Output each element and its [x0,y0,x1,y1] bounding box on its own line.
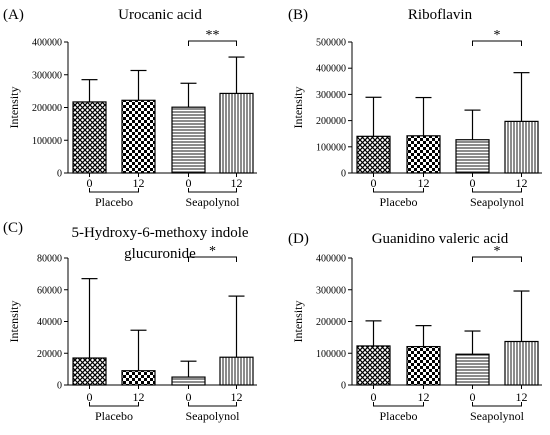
group-label: Placebo [95,409,133,423]
y-tick-label: 300000 [316,285,346,296]
bar [121,99,156,174]
panel-2: (B) Riboflavin 0 100000 200000 300000 400000 50… [288,7,542,209]
group-label: Placebo [95,195,133,209]
y-tick-label: 0 [341,381,346,392]
panel-label: (C) [3,220,23,236]
x-tick-label: 0 [470,176,476,190]
y-tick-label: 200000 [316,116,346,127]
bar [219,92,254,174]
significance-bracket [188,256,237,262]
y-tick-label: 300000 [32,70,62,81]
significance-marker: ** [206,28,220,43]
bar [455,353,490,386]
significance-marker: * [494,28,501,43]
y-tick-label: 0 [341,169,346,180]
x-tick-label: 12 [516,390,528,404]
significance-marker: * [209,244,216,259]
significance-bracket [188,40,237,46]
panel-4: (D) Guanidino valeric acid 0 100000 200000 30… [288,231,542,423]
bar [504,120,539,174]
group-bracket [472,402,522,407]
group-label: Seapolynol [186,195,241,209]
y-tick-label: 60000 [37,285,62,296]
y-axis-label: Intensity [291,87,305,129]
group-bracket [89,402,139,407]
y-tick-label: 100000 [316,142,346,153]
y-tick-label: 100000 [316,349,346,360]
bar [356,135,391,174]
y-tick-label: 200000 [32,103,62,114]
bar [504,340,539,386]
y-tick-label: 500000 [316,38,346,49]
x-tick-label: 0 [87,390,93,404]
bar [219,356,254,386]
group-bracket [472,188,522,193]
group-bracket [373,402,424,407]
panel-label: (B) [288,7,308,23]
group-bracket [373,188,424,193]
bar [72,101,107,174]
group-label: Seapolynol [186,409,241,423]
bar [406,135,441,174]
x-tick-label: 12 [231,176,243,190]
significance-bracket [472,256,522,262]
y-tick-label: 0 [57,169,62,180]
bar [72,357,107,386]
x-tick-label: 12 [133,176,145,190]
x-tick-label: 12 [231,390,243,404]
y-axis-label: Intensity [291,301,305,343]
bar [171,376,206,386]
bar [121,370,156,386]
significance-bracket [472,40,522,46]
x-tick-label: 0 [186,176,192,190]
y-tick-label: 0 [57,381,62,392]
group-label: Placebo [380,195,418,209]
chart-title: glucuronide [124,246,196,262]
y-axis-label: Intensity [7,87,21,129]
x-tick-label: 12 [418,176,430,190]
y-tick-label: 400000 [316,254,346,265]
group-label: Seapolynol [470,409,525,423]
group-bracket [188,188,237,193]
x-tick-label: 0 [371,390,377,404]
group-label: Placebo [380,409,418,423]
y-tick-label: 400000 [32,38,62,49]
group-bracket [188,402,237,407]
y-tick-label: 80000 [37,254,62,265]
panel-label: (D) [288,231,309,247]
chart-title: 5-Hydroxy-6-methoxy indole [71,225,248,241]
x-tick-label: 0 [186,390,192,404]
x-tick-label: 12 [516,176,528,190]
bar [171,106,206,174]
x-tick-label: 0 [371,176,377,190]
bar [356,345,391,386]
y-axis-label: Intensity [7,301,21,343]
x-tick-label: 0 [87,176,93,190]
group-bracket [89,188,139,193]
chart-title: Guanidino valeric acid [372,231,509,247]
panel-1: (A) Urocanic acid 0 100000 200000 300000 40000… [3,7,257,209]
y-tick-label: 400000 [316,64,346,75]
chart-title: Urocanic acid [118,7,202,23]
group-label: Seapolynol [470,195,525,209]
y-tick-label: 200000 [316,317,346,328]
x-tick-label: 0 [470,390,476,404]
significance-marker: * [494,244,501,259]
panel-label: (A) [3,7,24,23]
x-tick-label: 12 [418,390,430,404]
panel-3: (C) 5-Hydroxy-6-methoxy indole glucuronide… [3,220,257,423]
y-tick-label: 40000 [37,317,62,328]
y-tick-label: 100000 [32,136,62,147]
y-tick-label: 300000 [316,90,346,101]
bar [455,139,490,174]
chart-title: Riboflavin [408,7,473,23]
x-tick-label: 12 [133,390,145,404]
y-tick-label: 20000 [37,349,62,360]
bar [406,345,441,386]
